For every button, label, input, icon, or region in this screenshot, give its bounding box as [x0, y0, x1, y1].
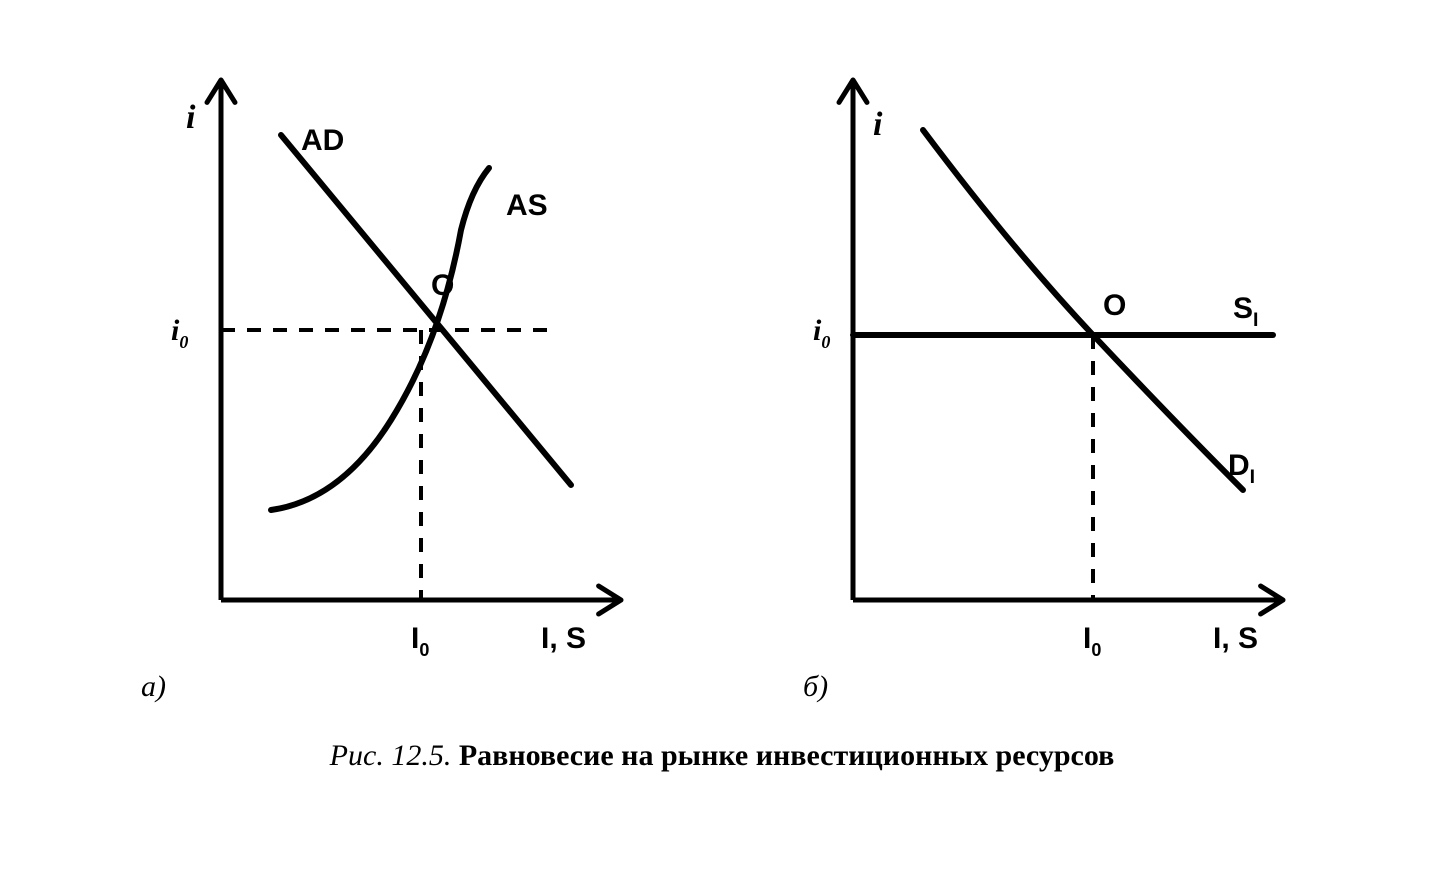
panel-a-label: а) — [141, 670, 671, 704]
panel-b: SIDIiI, Si0I0O б) — [773, 40, 1333, 704]
svg-text:i: i — [186, 99, 196, 136]
svg-text:I, S: I, S — [1213, 622, 1258, 655]
svg-text:O: O — [1103, 289, 1126, 322]
svg-text:AS: AS — [506, 189, 548, 222]
figure-caption: Рис. 12.5. Равновесие на рынке инвестици… — [0, 739, 1444, 773]
figure-title: Равновесие на рынке инвестиционных ресур… — [459, 739, 1115, 772]
svg-text:AD: AD — [301, 124, 344, 157]
panel-a: AD AS i I, S i0 I0 O а) — [111, 40, 671, 704]
chart-b: SIDIiI, Si0I0O — [773, 40, 1333, 660]
svg-text:I0: I0 — [411, 622, 429, 660]
svg-text:i: i — [873, 106, 883, 143]
svg-text:SI: SI — [1233, 292, 1258, 331]
figure-number: Рис. 12.5. — [330, 739, 452, 772]
svg-text:i0: i0 — [813, 314, 830, 352]
svg-text:i0: i0 — [171, 314, 188, 352]
svg-text:I, S: I, S — [541, 622, 586, 655]
svg-text:I0: I0 — [1083, 622, 1101, 660]
chart-a: AD AS i I, S i0 I0 O — [111, 40, 671, 660]
panel-b-label: б) — [803, 670, 1333, 704]
svg-text:O: O — [431, 269, 454, 302]
